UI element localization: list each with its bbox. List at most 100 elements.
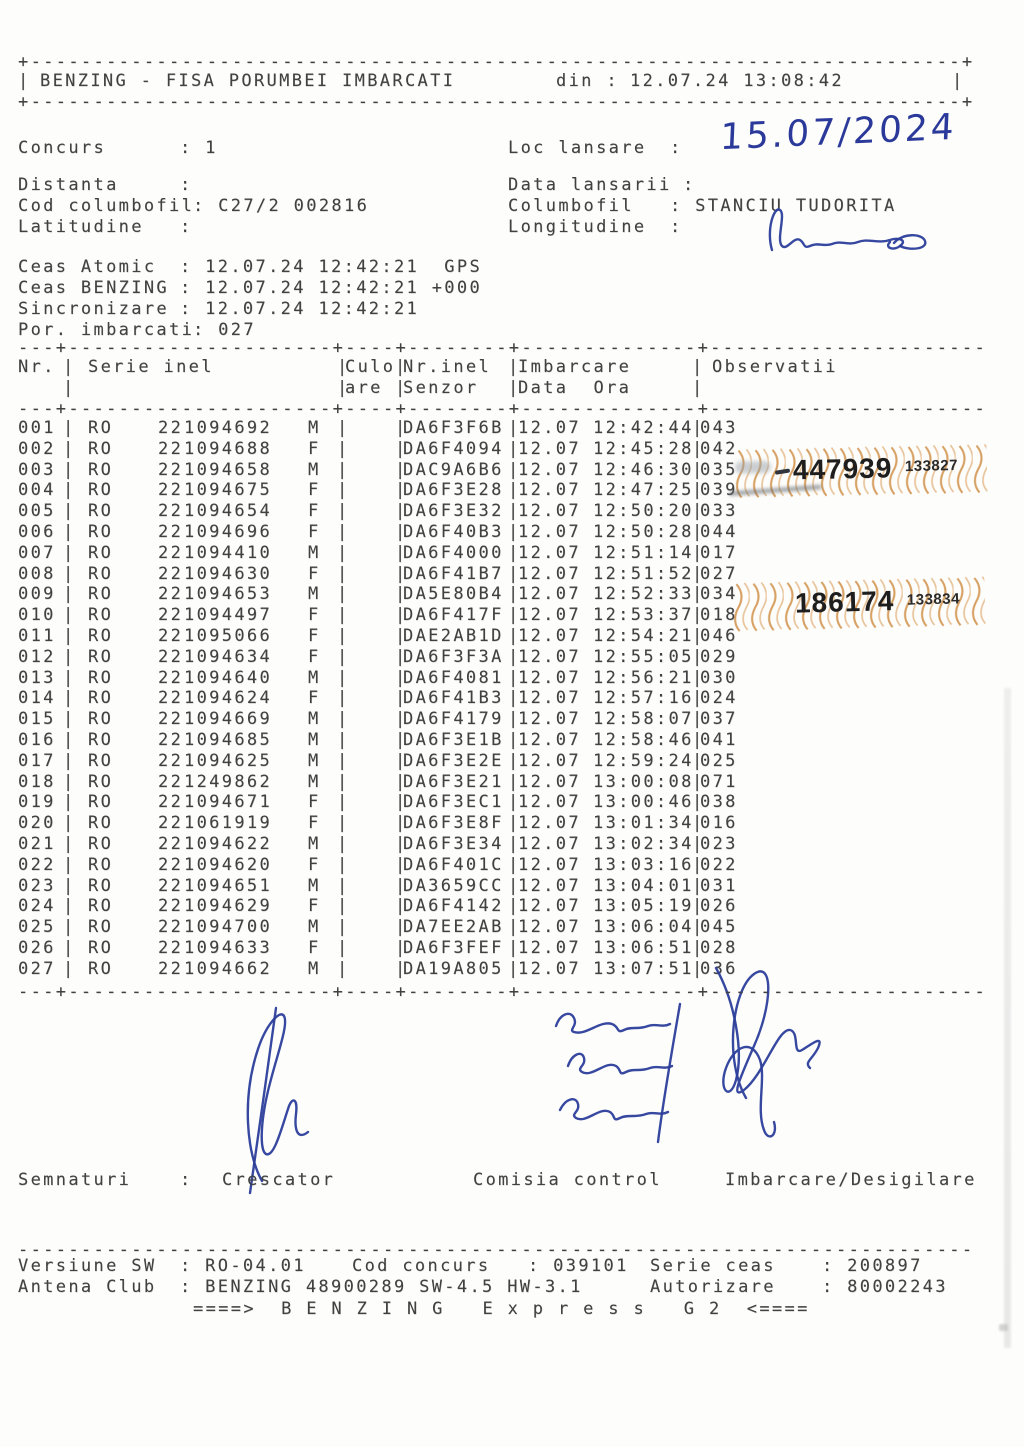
- table-frame-bar: |: [395, 854, 408, 875]
- cell-date: 12.07: [518, 730, 581, 750]
- cell-nr: 004: [18, 480, 56, 501]
- cell-sex: M: [308, 958, 321, 979]
- cell-date: 12.07: [518, 626, 581, 646]
- table-frame-bar: |: [395, 917, 408, 938]
- cell-nr: 017: [18, 750, 56, 771]
- cell-time: 12:56:21: [593, 667, 694, 688]
- table-frame-bar: |: [337, 834, 350, 854]
- cell-observatii: 027: [700, 563, 738, 584]
- table-frame-bar: |: [395, 605, 408, 626]
- cod-columbofil-label: Cod columbofil: [18, 196, 195, 216]
- cell-date: 12.07: [518, 667, 581, 688]
- cell-year: 22: [158, 480, 184, 501]
- cell-sensor: DA19A805: [403, 958, 504, 979]
- ceas-atomic-value: : 12.07.24 12:42:21 GPS: [180, 257, 483, 277]
- table-frame-bar: |: [692, 378, 705, 398]
- cell-country: RO: [88, 605, 114, 626]
- cell-time: 13:05:19: [593, 896, 694, 917]
- cell-nr: 015: [18, 709, 56, 730]
- cell-nr: 010: [18, 605, 56, 626]
- cell-sex: F: [308, 813, 321, 834]
- cell-date: 12.07: [518, 750, 581, 771]
- table-frame-bar: |: [395, 438, 408, 459]
- cell-country: RO: [88, 896, 114, 917]
- cell-country: RO: [88, 646, 114, 667]
- cell-observatii: 022: [700, 854, 738, 875]
- table-frame-bar: |: [337, 709, 350, 730]
- table-frame-bar: |: [395, 958, 408, 979]
- table-frame-bar: |: [337, 418, 350, 438]
- cell-observatii: 016: [700, 813, 738, 834]
- cell-nr: 016: [18, 730, 56, 750]
- col-nr: Nr.: [18, 357, 56, 377]
- table-frame-bar: |: [508, 958, 521, 979]
- table-frame-bar: |: [63, 522, 76, 542]
- table-frame-bar: |: [337, 438, 350, 459]
- din-value: 12.07.24 13:08:42: [630, 71, 844, 91]
- distanta-label: Distanta: [18, 175, 119, 195]
- ceas-benzing-value: : 12.07.24 12:42:21 +000: [180, 278, 483, 298]
- cell-ring-number: 1094630: [184, 563, 273, 584]
- cell-sensor: DA6F41B3: [403, 688, 504, 709]
- table-frame-bar: |: [337, 688, 350, 709]
- imbarcare-desigilare-caption: Imbarcare/Desigilare: [725, 1170, 977, 1190]
- table-frame-bar: |: [337, 750, 350, 771]
- table-frame-bar: |: [692, 958, 705, 979]
- cell-observatii: 044: [700, 522, 738, 542]
- cell-observatii: 071: [700, 771, 738, 792]
- cell-observatii: 033: [700, 501, 738, 522]
- table-frame-bar: |: [337, 357, 350, 377]
- cell-date: 12.07: [518, 605, 581, 626]
- cell-nr: 023: [18, 875, 56, 896]
- cell-sensor: DA6F3E2E: [403, 750, 504, 771]
- col-culoare-line1: Culo: [345, 357, 396, 377]
- longitudine-colon: :: [670, 217, 683, 237]
- table-frame-bar: |: [952, 71, 965, 91]
- cell-nr: 022: [18, 854, 56, 875]
- table-frame-bar: |: [395, 378, 408, 398]
- cell-observatii: 037: [700, 709, 738, 730]
- cell-country: RO: [88, 792, 114, 813]
- dashed-separator: ----------------------------------------…: [18, 1240, 975, 1260]
- cell-nr: 003: [18, 459, 56, 480]
- cell-nr: 009: [18, 584, 56, 605]
- cell-country: RO: [88, 834, 114, 854]
- cell-nr: 008: [18, 563, 56, 584]
- dashed-separator: ---+---------------------+----+--------+…: [18, 982, 988, 1002]
- dashed-separator: +---------------------------------------…: [18, 52, 975, 72]
- cell-observatii: 029: [700, 646, 738, 667]
- cell-year: 22: [158, 771, 184, 792]
- table-frame-bar: |: [508, 522, 521, 542]
- cell-date: 12.07: [518, 771, 581, 792]
- scan-artifact-speck: [999, 1324, 1008, 1331]
- autorizare-value: : 80002243: [822, 1277, 948, 1297]
- por-imbarcati-label: Por. imbarcati: [18, 320, 195, 340]
- table-frame-bar: |: [337, 667, 350, 688]
- cell-time: 12:45:28: [593, 438, 694, 459]
- table-frame-bar: |: [337, 501, 350, 522]
- por-imbarcati-value: : 027: [193, 320, 256, 340]
- table-frame-bar: |: [508, 542, 521, 563]
- cell-ring-number: 1095066: [184, 626, 273, 646]
- cell-observatii: 026: [700, 896, 738, 917]
- table-frame-bar: |: [508, 834, 521, 854]
- cell-country: RO: [88, 771, 114, 792]
- cell-observatii: 034: [700, 584, 738, 605]
- cell-ring-number: 1094640: [184, 667, 273, 688]
- cell-observatii: 046: [700, 626, 738, 646]
- table-frame-bar: |: [395, 357, 408, 377]
- cell-country: RO: [88, 958, 114, 979]
- table-frame-bar: |: [395, 938, 408, 958]
- latitudine-label: Latitudine: [18, 217, 144, 237]
- table-frame-bar: |: [337, 813, 350, 834]
- cell-sensor: DA6F3E1B: [403, 730, 504, 750]
- table-frame-bar: |: [508, 750, 521, 771]
- dashed-separator: ---+---------------------+----+--------+…: [18, 399, 988, 419]
- cell-sensor: DA6F3E32: [403, 501, 504, 522]
- cell-sex: F: [308, 792, 321, 813]
- table-frame-bar: |: [63, 958, 76, 979]
- table-frame-bar: |: [337, 896, 350, 917]
- cell-date: 12.07: [518, 709, 581, 730]
- cell-year: 22: [158, 688, 184, 709]
- stamp-code: 133827: [904, 456, 959, 476]
